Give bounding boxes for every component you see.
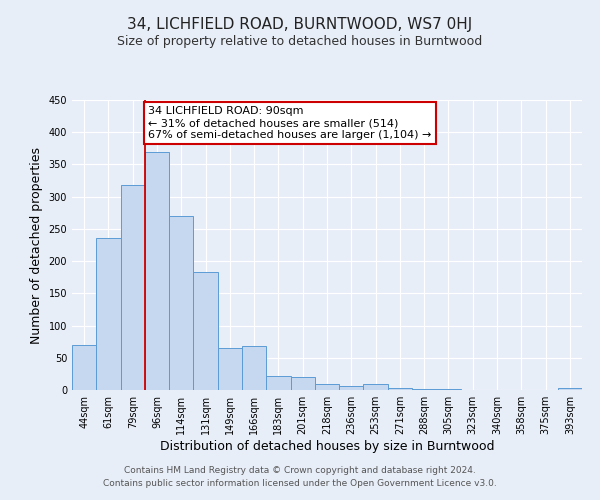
Bar: [169, 216, 193, 390]
Bar: [339, 386, 364, 390]
Bar: [121, 185, 145, 390]
Text: Size of property relative to detached houses in Burntwood: Size of property relative to detached ho…: [118, 35, 482, 48]
Text: Contains HM Land Registry data © Crown copyright and database right 2024.
Contai: Contains HM Land Registry data © Crown c…: [103, 466, 497, 487]
Text: 34 LICHFIELD ROAD: 90sqm
← 31% of detached houses are smaller (514)
67% of semi-: 34 LICHFIELD ROAD: 90sqm ← 31% of detach…: [149, 106, 432, 140]
Bar: [364, 384, 388, 390]
Bar: [315, 384, 339, 390]
Text: 34, LICHFIELD ROAD, BURNTWOOD, WS7 0HJ: 34, LICHFIELD ROAD, BURNTWOOD, WS7 0HJ: [127, 18, 473, 32]
Bar: [242, 346, 266, 390]
Bar: [96, 238, 121, 390]
Bar: [388, 388, 412, 390]
Bar: [72, 345, 96, 390]
Bar: [193, 272, 218, 390]
Y-axis label: Number of detached properties: Number of detached properties: [30, 146, 43, 344]
Bar: [266, 376, 290, 390]
Bar: [290, 377, 315, 390]
Bar: [218, 348, 242, 390]
Bar: [145, 152, 169, 390]
Bar: [558, 388, 582, 390]
X-axis label: Distribution of detached houses by size in Burntwood: Distribution of detached houses by size …: [160, 440, 494, 453]
